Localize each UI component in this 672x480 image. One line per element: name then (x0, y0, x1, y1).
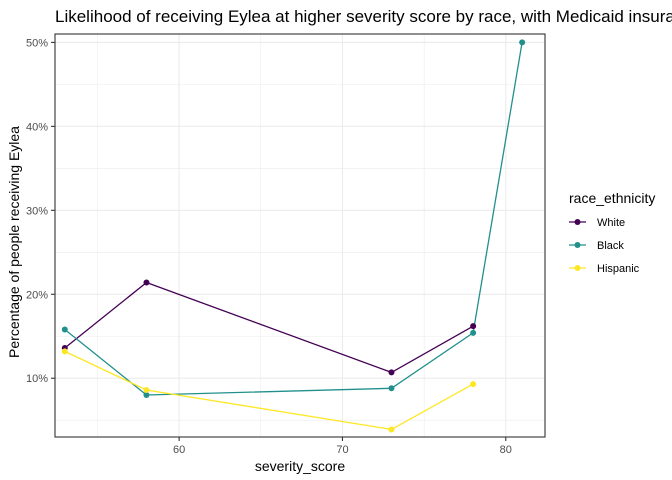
data-point-black (388, 385, 395, 392)
plot-panel (54, 33, 546, 438)
legend-key-point-black (574, 242, 581, 248)
x-axis-title: severity_score (255, 458, 345, 474)
data-point-white (143, 279, 150, 286)
y-tick-label: 40% (26, 121, 48, 133)
legend-key-point-white (574, 219, 581, 225)
y-tick-label: 20% (26, 289, 48, 301)
series-line-white (64, 281, 474, 374)
data-point-white (388, 369, 395, 376)
legend: race_ethnicity White Black Hispanic (569, 190, 655, 275)
y-tick-label: 50% (26, 37, 48, 49)
data-point-hispanic (388, 426, 395, 433)
legend-label-white: White (597, 217, 625, 229)
x-tick-label: 80 (500, 444, 512, 456)
data-point-white (470, 323, 477, 330)
plot-border (54, 33, 546, 438)
legend-label-hispanic: Hispanic (597, 263, 640, 275)
data-point-black (519, 39, 526, 46)
data-point-black (470, 329, 477, 336)
series-line-black (64, 42, 523, 396)
x-tick-label: 70 (336, 444, 348, 456)
x-tick-label: 60 (173, 444, 185, 456)
data-point-hispanic (61, 348, 68, 355)
legend-title: race_ethnicity (569, 190, 655, 206)
legend-label-black: Black (597, 240, 624, 252)
y-axis-title: Percentage of people receiving Eylea (6, 126, 22, 358)
chart-title: Likelihood of receiving Eylea at higher … (55, 7, 672, 26)
data-point-black (61, 326, 68, 333)
y-tick-label: 30% (26, 205, 48, 217)
series-line-hispanic (64, 350, 474, 431)
y-tick-label: 10% (26, 373, 48, 385)
data-point-black (143, 392, 150, 399)
data-point-hispanic (143, 386, 150, 393)
data-point-hispanic (470, 381, 477, 388)
legend-key-point-hispanic (574, 265, 581, 271)
